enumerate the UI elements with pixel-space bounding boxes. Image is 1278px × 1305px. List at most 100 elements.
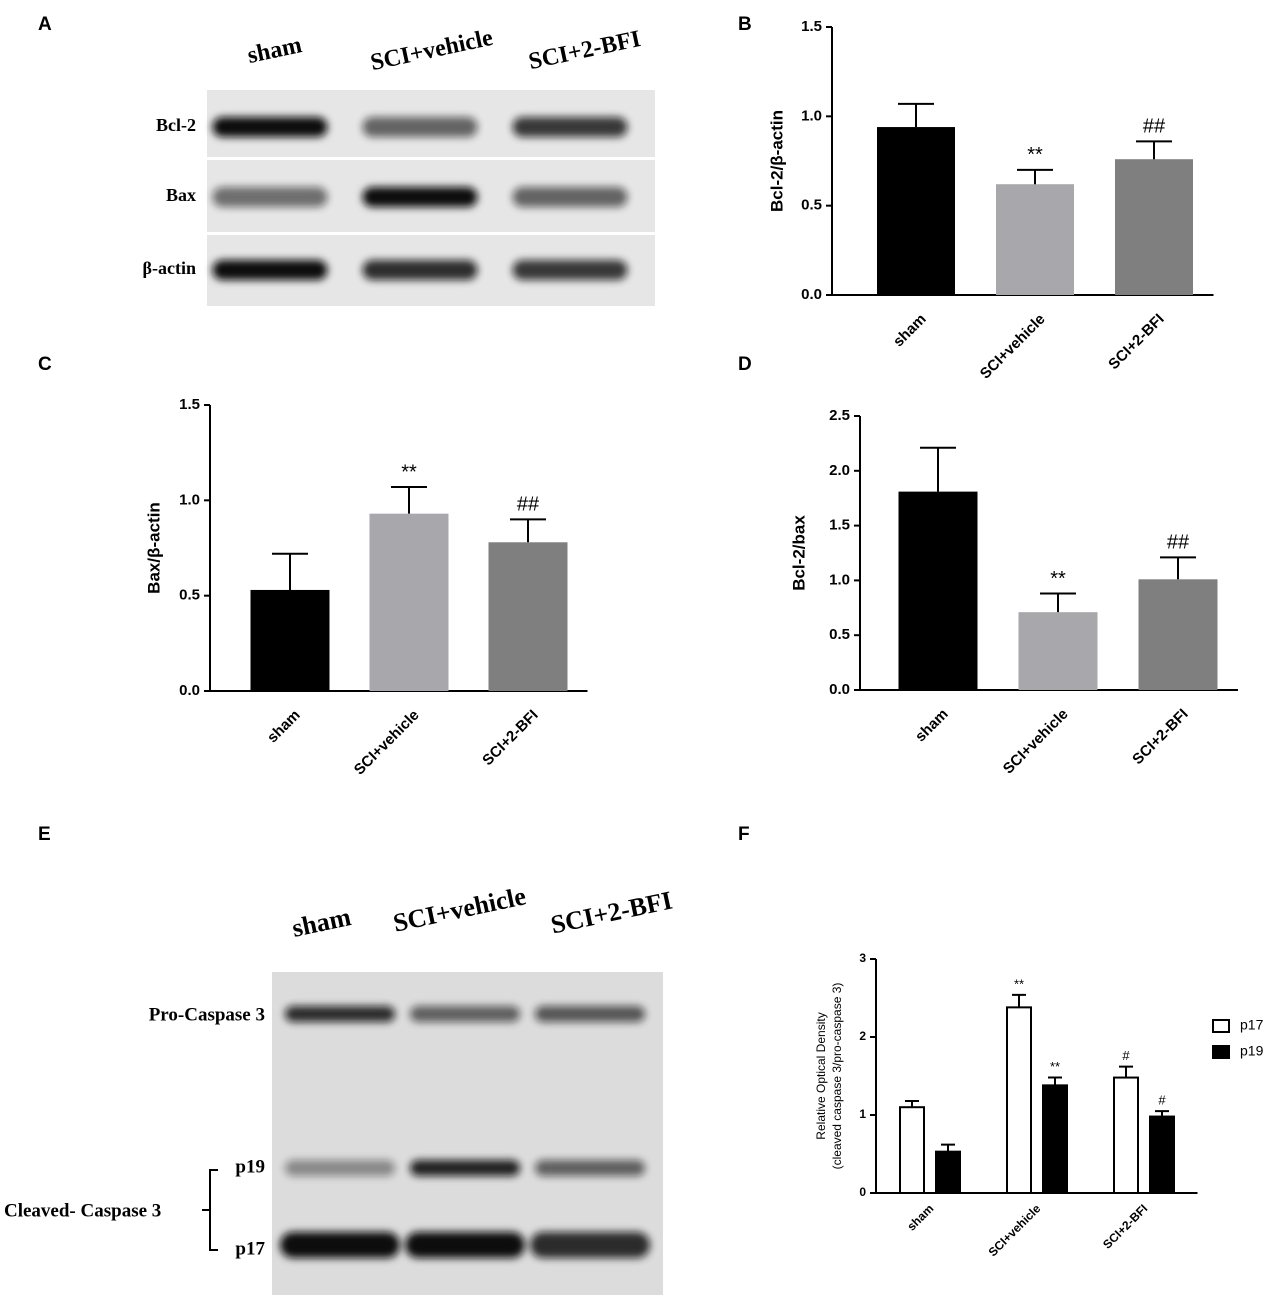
annotation: #	[1122, 1048, 1130, 1063]
blot-band	[212, 187, 328, 207]
annotation: ##	[517, 494, 540, 516]
y-axis-label: (cleaved caspase 3/pro-caspase 3)	[830, 983, 844, 1170]
row-label: p17	[235, 1238, 265, 1259]
blot-band	[362, 187, 478, 207]
error-bar	[1155, 1110, 1169, 1117]
row-label: p19	[235, 1156, 265, 1177]
x-tick-label: SCI+2-BFI	[1105, 311, 1167, 373]
panel-letter: A	[38, 14, 52, 35]
bar	[488, 542, 568, 691]
x-tick-label: sham	[264, 707, 304, 747]
blot-band	[535, 1160, 645, 1176]
error-bar	[1048, 1076, 1062, 1086]
legend-label: p19	[1240, 1043, 1264, 1059]
bar	[935, 1150, 961, 1195]
blot-band	[535, 1006, 645, 1022]
row-label: β-actin	[143, 258, 196, 278]
y-axis-label: Bcl-2/β-actin	[767, 110, 786, 212]
legend-label: p17	[1240, 1017, 1264, 1033]
legend-swatch	[1212, 1019, 1230, 1033]
bar	[250, 589, 330, 691]
annotation: **	[1027, 144, 1043, 166]
bar	[1006, 1006, 1032, 1194]
bar	[898, 491, 978, 690]
panel-letter: D	[738, 354, 752, 375]
y-tick-label: 0.0	[829, 681, 850, 698]
x-tick-label: SCI+2-BFI	[479, 707, 541, 769]
x-tick-label: sham	[904, 1201, 936, 1233]
annotation: #	[1158, 1093, 1166, 1108]
blot-band	[410, 1006, 520, 1022]
error-bar	[1160, 556, 1196, 580]
y-tick-label: 0.0	[179, 682, 200, 699]
bar	[1042, 1084, 1068, 1194]
bar	[1115, 159, 1193, 295]
y-tick-label: 1.0	[801, 107, 822, 124]
blot-band	[405, 1232, 525, 1258]
error-bar	[1017, 168, 1053, 185]
row-label: Bcl-2	[156, 115, 196, 135]
blot-band	[362, 260, 478, 280]
y-tick-label: 0	[859, 1185, 866, 1199]
lane-label: SCI+vehicle	[368, 25, 495, 76]
y-tick-label: 0.5	[801, 197, 822, 214]
error-bar	[272, 552, 308, 590]
y-axis-label: Relative Optical Density	[814, 1012, 828, 1139]
annotation: **	[1050, 568, 1066, 590]
row-label: Cleaved- Caspase 3	[4, 1200, 161, 1221]
row-label: Bax	[166, 185, 196, 205]
blot-band	[530, 1232, 650, 1258]
y-tick-label: 0.0	[801, 286, 822, 303]
lane-label: SCI+2-BFI	[548, 886, 675, 940]
bar	[369, 513, 449, 691]
y-tick-label: 2.5	[829, 407, 850, 424]
x-tick-label: SCI+vehicle	[1000, 706, 1072, 778]
y-tick-label: 2	[859, 1029, 866, 1043]
blot-band	[362, 117, 478, 137]
bar	[1018, 612, 1098, 690]
x-tick-label: SCI+vehicle	[977, 311, 1049, 383]
x-tick-label: sham	[890, 311, 930, 351]
blot-band	[280, 1232, 400, 1258]
y-tick-label: 0.5	[829, 626, 850, 643]
error-bar	[1136, 140, 1172, 160]
annotation: **	[401, 461, 417, 483]
panel-letter: E	[38, 824, 51, 845]
x-tick-label: sham	[912, 706, 952, 746]
bar	[996, 184, 1074, 295]
error-bar	[510, 518, 546, 543]
blot-band	[212, 117, 328, 137]
x-tick-label: SCI+2-BFI	[1129, 706, 1191, 768]
lane-label: sham	[245, 32, 304, 69]
blot-band	[512, 260, 628, 280]
y-tick-label: 1	[859, 1107, 866, 1121]
y-tick-label: 3	[859, 951, 866, 965]
y-tick-label: 0.5	[179, 587, 200, 604]
panel-letter: B	[738, 14, 752, 35]
x-tick-label: SCI+vehicle	[986, 1201, 1044, 1259]
lane-label: sham	[289, 902, 353, 943]
error-bar	[1119, 1065, 1133, 1078]
y-axis-label: Bcl-2/bax	[789, 515, 808, 591]
annotation: ##	[1143, 116, 1166, 138]
blot-band	[512, 187, 628, 207]
error-bar	[905, 1099, 919, 1108]
x-tick-label: SCI+vehicle	[351, 707, 423, 779]
legend-swatch	[1212, 1045, 1230, 1059]
bracket	[202, 1169, 218, 1251]
bar	[1149, 1115, 1175, 1195]
blot-band	[285, 1006, 395, 1022]
error-bar	[1040, 592, 1076, 613]
bar	[1138, 579, 1218, 690]
bar	[877, 127, 955, 295]
annotation: **	[1014, 976, 1024, 991]
y-tick-label: 1.5	[829, 517, 850, 534]
blot-band	[212, 260, 328, 280]
blot-band	[512, 117, 628, 137]
y-tick-label: 2.0	[829, 462, 850, 479]
y-tick-label: 1.5	[801, 18, 822, 35]
y-tick-label: 1.0	[179, 491, 200, 508]
error-bar	[898, 102, 934, 128]
lane-label: SCI+2-BFI	[526, 26, 643, 75]
